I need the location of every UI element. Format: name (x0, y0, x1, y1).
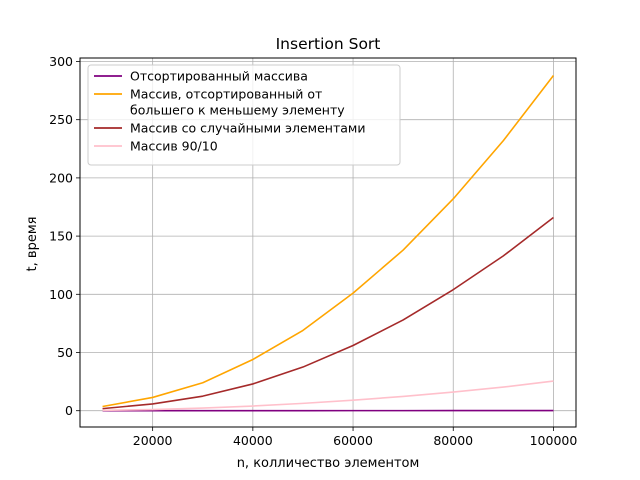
x-axis-ticks: 20000 40000 60000 80000 100000 (133, 427, 578, 448)
legend-label-2: Массив со случайными элементами (130, 121, 365, 136)
series-line-1 (102, 74, 555, 408)
x-tick-label: 60000 (333, 433, 373, 448)
legend: Отсортированный массива Массив, отсортиро… (87, 64, 401, 166)
x-tick-label: 40000 (233, 433, 273, 448)
x-axis-label: n, колличество элементом (237, 456, 420, 471)
legend-label-1: Массив, отсортированный от большего к мен… (130, 87, 345, 118)
legend-label-3: Массив 90/10 (130, 139, 218, 154)
plot-frame (79, 57, 577, 428)
legend-box (87, 64, 401, 166)
series-line-3 (102, 380, 554, 412)
y-axis-label: t, время (25, 217, 40, 272)
x-tick-label: 20000 (133, 433, 173, 448)
series-line-2 (102, 216, 554, 410)
legend-label-0: Отсортированный массива (130, 69, 308, 84)
y-axis-ticks: 0 50 100 150 200 250 300 (49, 54, 80, 418)
y-tick-label: 0 (65, 403, 73, 418)
y-tick-label: 150 (49, 229, 73, 244)
series-lines (102, 74, 555, 412)
x-tick-label: 100000 (530, 433, 578, 448)
y-tick-label: 250 (49, 112, 73, 127)
y-tick-label: 50 (57, 345, 73, 360)
x-tick-label: 80000 (433, 433, 473, 448)
y-tick-label: 100 (49, 287, 73, 302)
chart-title: Insertion Sort (276, 35, 381, 53)
y-tick-label: 300 (49, 54, 73, 69)
y-tick-label: 200 (49, 170, 73, 185)
